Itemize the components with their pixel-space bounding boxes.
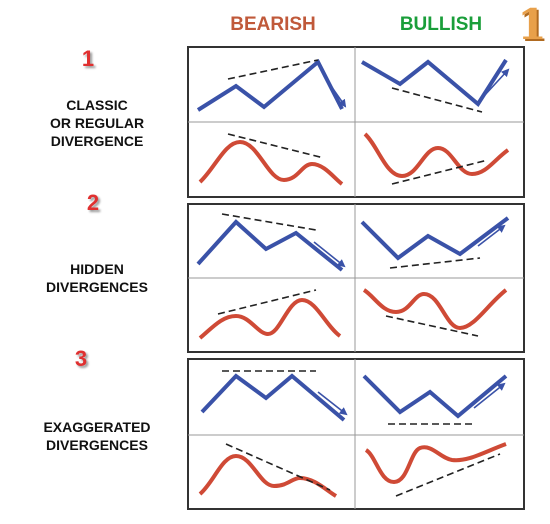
bearish-header: BEARISH [230,14,316,35]
section-3-number: 3 [74,346,88,371]
logo-digit: 1 [517,0,547,49]
section-1-label-line-1: CLASSIC [66,97,128,113]
hidden-bearish-oscillator [198,289,342,340]
exaggerated-bullish-oscillator [364,442,507,497]
section-3-label-line-1: EXAGGERATED [43,419,151,435]
exaggerated-bearish-price [200,370,348,422]
exaggerated-bearish-oscillator [198,443,338,498]
classic-bullish-oscillator [363,132,510,185]
section-2-label: HIDDEN DIVERGENCES [12,260,182,296]
section-1-number: 1 [81,46,95,71]
section-3-label: EXAGGERATED DIVERGENCES [12,418,182,454]
section-3-frame [187,358,525,510]
bullish-header: BULLISH [399,14,483,35]
classic-bearish-price [196,58,347,112]
section-3-label-line-2: DIVERGENCES [46,437,148,453]
section-2-label-line-2: DIVERGENCES [46,279,148,295]
hidden-bearish-price [196,213,346,272]
section-1-label: CLASSIC OR REGULAR DIVERGENCE [12,96,182,150]
classic-bullish-price [360,58,510,113]
section-2-number: 2 [86,190,100,215]
section-2-label-line-1: HIDDEN [70,261,124,277]
exaggerated-bullish-price [362,374,508,425]
hidden-bullish-oscillator [362,288,508,337]
section-1-label-line-3: DIVERGENCE [50,133,144,149]
section-1-label-line-2: OR REGULAR [49,115,145,131]
classic-bearish-oscillator [198,133,344,186]
hidden-bullish-price [360,216,510,269]
